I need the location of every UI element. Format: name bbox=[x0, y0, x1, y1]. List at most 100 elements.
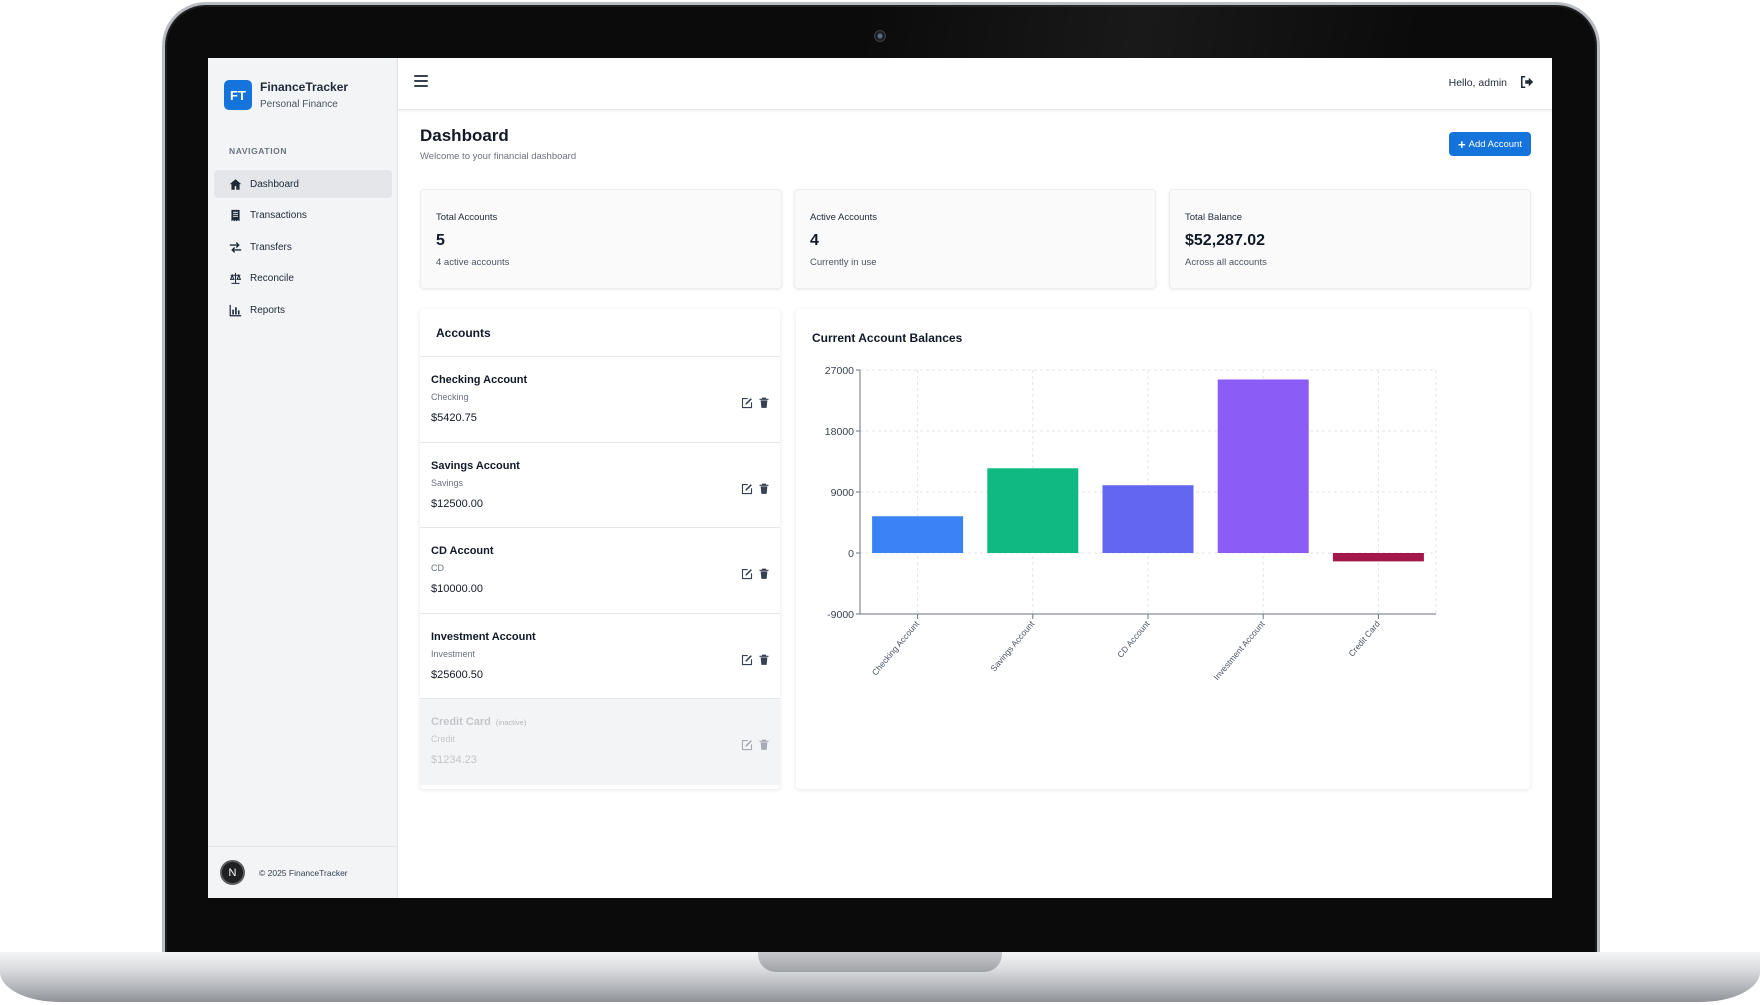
stat-label: Active Accounts bbox=[810, 212, 878, 223]
edit-icon[interactable] bbox=[741, 568, 753, 580]
sidebar-item-label: Transfers bbox=[250, 241, 292, 253]
chart-title: Current Account Balances bbox=[812, 331, 963, 345]
account-type: Checking bbox=[431, 392, 469, 402]
account-balance: $5420.75 bbox=[431, 412, 477, 424]
x-tick-label: CD Account bbox=[1115, 618, 1152, 659]
account-balance: $1234.23 bbox=[431, 754, 477, 766]
edit-icon[interactable] bbox=[741, 739, 753, 751]
brand-subtitle: Personal Finance bbox=[260, 99, 338, 110]
account-type: Savings bbox=[431, 477, 464, 488]
sidebar-item-label: Dashboard bbox=[250, 178, 299, 190]
hamburger-icon[interactable] bbox=[414, 75, 428, 89]
accounts-title: Accounts bbox=[420, 309, 780, 357]
sidebar-item-reports[interactable]: Reports bbox=[214, 296, 392, 324]
stat-note: Across all accounts bbox=[1185, 257, 1267, 268]
account-balance: $25600.50 bbox=[431, 668, 483, 681]
stat-note: 4 active accounts bbox=[436, 257, 510, 268]
balances-bar-chart: -9000 0 9000 18000 27000 Checking Account Savi… bbox=[825, 365, 1437, 682]
sidebar-item-dashboard[interactable]: Dashboard bbox=[214, 170, 392, 198]
sidebar-nav: Dashboard Transactions Transfers bbox=[214, 170, 392, 328]
account-balance: $12500.00 bbox=[431, 497, 483, 510]
main-content: Dashboard Welcome to your financial dash… bbox=[398, 110, 1552, 898]
nav-heading: NAVIGATION bbox=[229, 146, 288, 156]
x-tick-label: Checking Account bbox=[870, 618, 922, 677]
y-tick-label: 9000 bbox=[831, 487, 855, 499]
account-row-credit-card[interactable]: Credit Card (inactive) Credit $1234.23 bbox=[420, 699, 780, 785]
x-tick-label: Credit Card bbox=[1346, 619, 1382, 659]
bar bbox=[1332, 553, 1424, 562]
webcam bbox=[874, 30, 886, 42]
bar bbox=[987, 468, 1079, 553]
home-icon bbox=[228, 177, 242, 191]
plus-icon: + bbox=[1458, 136, 1466, 152]
account-name: Savings Account bbox=[431, 459, 520, 472]
brand[interactable]: FT FinanceTracker Personal Finance bbox=[224, 80, 348, 110]
copyright: © 2025 FinanceTracker bbox=[259, 867, 348, 878]
account-type: CD bbox=[431, 563, 444, 573]
topbar: Hello, admin bbox=[398, 58, 1552, 110]
sidebar-item-reconcile[interactable]: Reconcile bbox=[214, 265, 392, 293]
account-row-savings[interactable]: Savings Account Savings $12500.00 bbox=[420, 443, 780, 528]
account-row-checking[interactable]: Checking Account Checking $5420.75 bbox=[420, 357, 780, 443]
y-tick-label: 27000 bbox=[825, 365, 854, 377]
accounts-panel: Accounts Checking Account Checking $5420… bbox=[420, 309, 780, 789]
account-name: CD Account bbox=[431, 545, 494, 557]
account-type: Investment bbox=[431, 648, 476, 659]
edit-icon[interactable] bbox=[741, 483, 753, 495]
account-name: Investment Account bbox=[431, 630, 536, 643]
stat-label: Total Balance bbox=[1185, 212, 1243, 223]
user-greeting: Hello, admin bbox=[1448, 77, 1507, 89]
add-account-label: Add Account bbox=[1468, 138, 1522, 150]
bar bbox=[872, 516, 964, 553]
account-name: Credit Card (inactive) bbox=[431, 716, 527, 728]
brand-logo: FT bbox=[224, 80, 252, 110]
trash-icon[interactable] bbox=[758, 483, 770, 495]
account-name: Checking Account bbox=[431, 374, 528, 386]
account-row-cd[interactable]: CD Account CD $10000.00 bbox=[420, 528, 780, 614]
scale-icon bbox=[228, 272, 242, 286]
bar bbox=[1102, 485, 1194, 553]
edit-icon[interactable] bbox=[741, 397, 753, 409]
sign-out-icon[interactable] bbox=[1520, 75, 1536, 91]
x-tick-label: Savings Account bbox=[988, 618, 1036, 673]
inactive-badge: (inactive) bbox=[495, 718, 527, 727]
brand-name: FinanceTracker bbox=[260, 80, 349, 94]
trash-icon[interactable] bbox=[758, 654, 770, 666]
trash-icon[interactable] bbox=[758, 568, 770, 580]
page-title: Dashboard bbox=[420, 126, 509, 145]
bar bbox=[1217, 379, 1309, 553]
sidebar-footer: N © 2025 FinanceTracker bbox=[208, 846, 398, 898]
sidebar-item-transactions[interactable]: Transactions bbox=[214, 202, 392, 230]
stat-value: $52,287.02 bbox=[1185, 232, 1266, 249]
page-subtitle: Welcome to your financial dashboard bbox=[420, 151, 577, 162]
account-type: Credit bbox=[431, 734, 456, 744]
receipt-icon bbox=[228, 209, 242, 223]
stat-label: Total Accounts bbox=[436, 212, 498, 223]
laptop-notch bbox=[758, 952, 1002, 972]
stat-value: 5 bbox=[436, 232, 445, 249]
chart-panel: Current Account Balances -9000 0 9000 18000… bbox=[796, 309, 1530, 789]
stat-card-total-balance: Total Balance $52,287.02 Across all acco… bbox=[1169, 189, 1531, 289]
stat-card-active-accounts: Active Accounts 4 Currently in use bbox=[794, 189, 1156, 289]
stat-card-total-accounts: Total Accounts 5 4 active accounts bbox=[420, 189, 782, 289]
x-tick-label: Investment Account bbox=[1211, 618, 1267, 682]
account-balance: $10000.00 bbox=[431, 583, 483, 595]
stat-note: Currently in use bbox=[810, 257, 877, 268]
screen: FT FinanceTracker Personal Finance NAVIG… bbox=[208, 58, 1552, 898]
edit-icon[interactable] bbox=[741, 654, 753, 666]
y-tick-label: -9000 bbox=[827, 609, 854, 621]
trash-icon[interactable] bbox=[758, 739, 770, 751]
trash-icon[interactable] bbox=[758, 397, 770, 409]
sidebar-item-label: Transactions bbox=[250, 210, 307, 221]
sidebar-item-label: Reports bbox=[250, 304, 286, 316]
y-tick-label: 18000 bbox=[825, 426, 854, 438]
sidebar-item-transfers[interactable]: Transfers bbox=[214, 233, 392, 261]
y-tick-label: 0 bbox=[848, 548, 854, 560]
exchange-icon bbox=[228, 240, 242, 254]
bar-chart-icon bbox=[228, 303, 242, 317]
avatar[interactable]: N bbox=[220, 860, 245, 885]
stat-value: 4 bbox=[810, 232, 819, 249]
add-account-button[interactable]: + Add Account bbox=[1449, 132, 1531, 156]
account-row-investment[interactable]: Investment Account Investment $25600.50 bbox=[420, 614, 780, 699]
